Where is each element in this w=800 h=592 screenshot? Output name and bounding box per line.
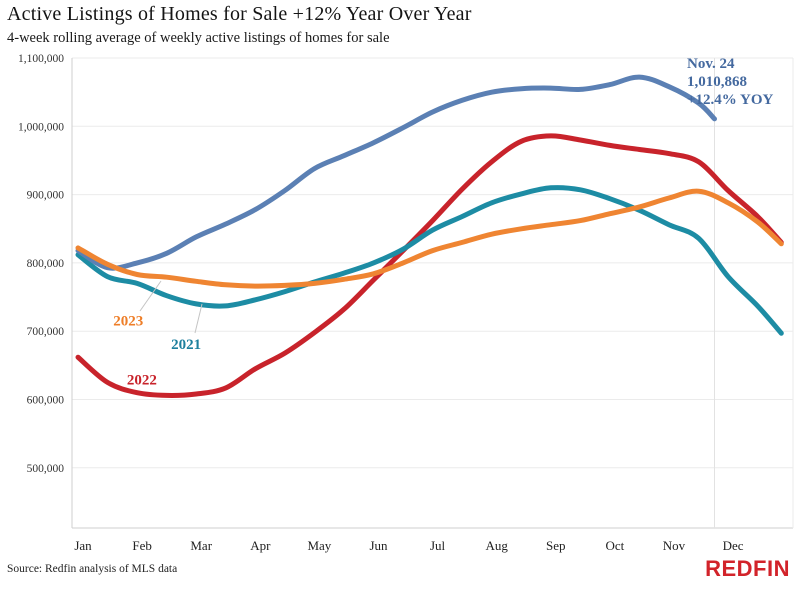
y-tick-label: 600,000 xyxy=(27,395,65,407)
leader-line-2021 xyxy=(194,303,203,334)
page-subtitle: 4-week rolling average of weekly active … xyxy=(7,30,390,46)
x-tick-label: Sep xyxy=(546,538,566,553)
chart-line-2024 xyxy=(75,74,717,271)
y-tick-label: 900,000 xyxy=(27,190,65,202)
series-lines-group xyxy=(75,74,784,398)
x-tick-label: May xyxy=(307,538,331,553)
annotation-yoy: +12.4% YOY xyxy=(687,92,774,108)
x-tick-label: Nov xyxy=(663,538,686,553)
page-title: Active Listings of Homes for Sale +12% Y… xyxy=(7,3,472,25)
series-label-2023: 2023 xyxy=(113,313,143,329)
y-tick-label: 800,000 xyxy=(27,258,65,270)
source-text: Source: Redfin analysis of MLS data xyxy=(7,563,178,575)
x-tick-label: Dec xyxy=(723,538,744,553)
x-tick-label: Jun xyxy=(369,538,388,553)
chart-line-2022 xyxy=(75,133,784,398)
series-label-2021: 2021 xyxy=(171,337,201,353)
annotation-value: 1,010,868 xyxy=(687,74,747,90)
y-tick-label: 700,000 xyxy=(27,326,65,338)
annotation-date: Nov. 24 xyxy=(687,56,735,72)
x-tick-label: Jul xyxy=(430,538,446,553)
y-tick-label: 1,000,000 xyxy=(18,121,64,133)
y-tick-label: 1,100,000 xyxy=(18,53,64,65)
x-tick-label: Jan xyxy=(74,538,92,553)
y-tick-label: 500,000 xyxy=(27,463,65,475)
gridlines-group xyxy=(71,57,794,529)
axis-and-series-labels-group: 500,000 600,000 700,000 800,000 900,000 1,000… xyxy=(18,53,744,553)
chart-line-2021 xyxy=(75,185,784,336)
x-tick-label: Feb xyxy=(132,538,152,553)
series-label-2022: 2022 xyxy=(127,373,157,389)
chart-line-2023 xyxy=(75,188,784,289)
leader-line-2023 xyxy=(139,280,162,312)
latest-point-annotation: Nov. 24 1,010,868 +12.4% YOY xyxy=(687,55,773,109)
x-tick-label: Oct xyxy=(606,538,625,553)
x-tick-label: Apr xyxy=(250,538,271,553)
x-tick-label: Mar xyxy=(190,538,212,553)
x-tick-label: Aug xyxy=(486,538,509,553)
redfin-logo: REDFIN xyxy=(705,556,790,581)
